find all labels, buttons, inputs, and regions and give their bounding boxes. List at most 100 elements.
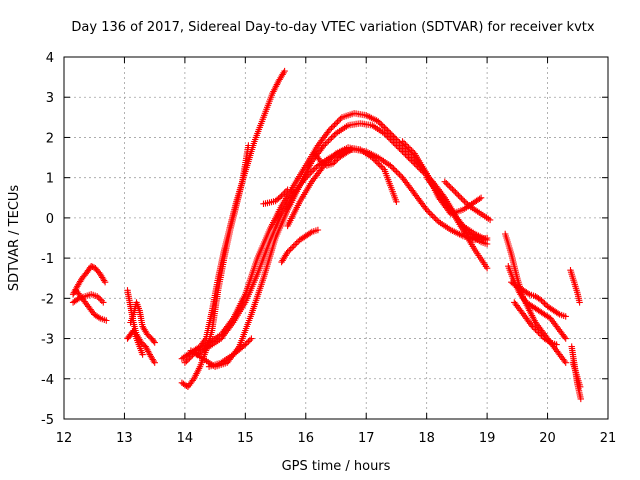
data-point xyxy=(372,157,379,164)
data-point xyxy=(95,294,102,301)
data-point xyxy=(441,178,448,185)
data-point xyxy=(390,133,397,140)
data-point xyxy=(388,131,396,139)
data-point xyxy=(139,340,146,348)
data-point xyxy=(443,180,450,187)
x-tick-label: 16 xyxy=(298,431,315,446)
y-tick-label: -2 xyxy=(41,292,54,307)
data-point xyxy=(181,359,189,366)
data-point xyxy=(530,324,538,332)
data-point xyxy=(462,199,470,206)
data-point xyxy=(304,173,311,180)
plot-frame xyxy=(63,56,609,420)
data-point xyxy=(409,148,417,156)
data-point xyxy=(535,329,542,336)
data-point xyxy=(314,226,322,234)
series-arc-5 xyxy=(127,299,158,346)
data-point xyxy=(150,338,157,345)
series-arc-16 xyxy=(311,146,355,169)
data-point xyxy=(428,211,435,218)
data-point xyxy=(409,158,417,166)
data-point xyxy=(332,157,340,164)
data-point xyxy=(396,171,403,178)
y-tick-label: -4 xyxy=(41,373,54,388)
x-tick-label: 19 xyxy=(479,431,496,446)
x-tick-label: 17 xyxy=(358,431,375,446)
data-point xyxy=(532,326,539,333)
x-axis-label: GPS time / hours xyxy=(282,459,391,474)
data-point xyxy=(307,229,314,237)
series-arc-13 xyxy=(260,186,291,207)
data-point xyxy=(426,209,433,217)
x-tick-label: 15 xyxy=(237,431,254,446)
data-point xyxy=(276,193,284,201)
data-point xyxy=(381,124,388,131)
y-tick-label: -3 xyxy=(41,333,54,348)
data-point xyxy=(281,67,288,75)
data-point xyxy=(378,163,385,170)
data-point xyxy=(382,125,390,133)
data-point xyxy=(328,134,335,142)
y-tick-label: 0 xyxy=(46,212,54,227)
x-tick-label: 18 xyxy=(418,431,435,446)
data-point xyxy=(429,212,436,220)
data-point xyxy=(449,186,456,193)
data-point xyxy=(279,191,287,198)
data-point xyxy=(335,117,343,124)
data-point xyxy=(464,201,471,208)
data-point xyxy=(397,173,405,180)
data-point xyxy=(242,341,249,348)
data-point xyxy=(375,160,382,167)
data-point xyxy=(293,239,300,247)
data-point xyxy=(331,158,338,166)
y-axis-label: SDTVAR / TECUs xyxy=(7,185,22,292)
data-point xyxy=(144,331,151,338)
data-point xyxy=(408,147,415,154)
data-point xyxy=(323,139,331,146)
data-point xyxy=(248,335,255,342)
y-tick-label: 3 xyxy=(46,91,54,106)
data-point xyxy=(545,338,553,345)
data-point xyxy=(302,174,309,181)
data-point xyxy=(388,163,396,171)
data-point xyxy=(378,121,385,128)
data-point xyxy=(400,149,408,157)
data-point xyxy=(329,133,337,140)
data-point xyxy=(346,147,353,154)
data-point xyxy=(74,296,81,303)
data-point xyxy=(450,187,458,194)
data-point xyxy=(399,138,406,145)
data-point xyxy=(405,144,412,151)
data-point xyxy=(387,136,394,143)
data-point xyxy=(139,351,146,358)
series-arc-26 xyxy=(569,359,584,390)
data-point xyxy=(458,195,465,202)
data-point xyxy=(292,241,299,248)
data-point xyxy=(524,290,532,297)
data-point xyxy=(453,190,461,197)
x-tick-label: 21 xyxy=(600,431,617,446)
data-point xyxy=(332,120,340,127)
data-point xyxy=(456,193,464,200)
data-point xyxy=(405,154,412,161)
data-point xyxy=(387,162,394,169)
x-tick-labels: 12 13 14 15 16 17 18 19 20 21 xyxy=(56,431,617,446)
data-point xyxy=(101,279,109,286)
data-point xyxy=(375,118,382,125)
data-point xyxy=(541,300,548,307)
data-point xyxy=(385,128,393,136)
data-point xyxy=(186,355,193,362)
data-point xyxy=(459,196,467,203)
data-point xyxy=(97,296,104,303)
x-tick-label: 14 xyxy=(177,431,194,446)
data-point xyxy=(432,215,439,223)
data-point xyxy=(476,195,483,202)
data-point xyxy=(320,142,328,149)
data-point xyxy=(347,146,355,153)
data-point xyxy=(376,119,383,127)
data-point xyxy=(388,137,396,145)
data-point xyxy=(145,332,152,340)
data-point xyxy=(384,127,391,134)
data-point xyxy=(322,140,329,148)
